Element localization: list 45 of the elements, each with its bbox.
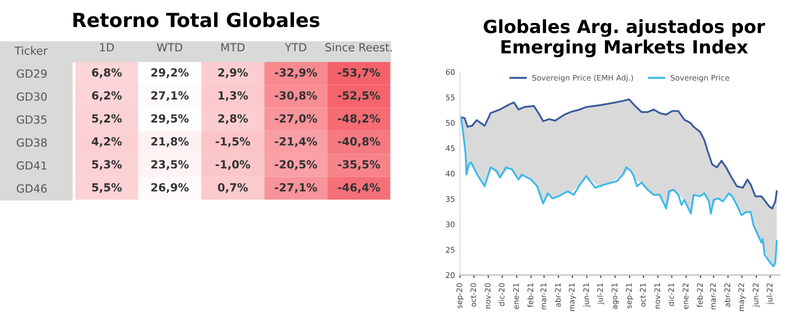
data-label: 2,8% — [218, 114, 248, 124]
data-label: -20,5% — [274, 160, 318, 170]
chart-title: Retorno Total Globales — [73, 12, 320, 28]
data-label: -46,4% — [338, 183, 380, 193]
data-label: 29,2% — [151, 68, 189, 78]
data-label: 6,2% — [92, 91, 122, 102]
data-label: -1,0% — [216, 160, 250, 170]
data-label: -48,2% — [338, 114, 380, 124]
data-label: -40,8% — [338, 137, 380, 147]
x-tick-label: 1D — [100, 43, 114, 52]
data-label: 0,7% — [218, 183, 248, 193]
x-tick-label: YTD — [284, 43, 306, 52]
data-label: -21,4% — [274, 137, 318, 147]
data-label: 5,3% — [92, 160, 122, 170]
line-series — [460, 98, 778, 210]
data-label: 4,2% — [92, 137, 122, 147]
data-label: -35,5% — [338, 160, 380, 170]
x-tick-label: Since Reest. — [326, 42, 392, 52]
data-label: 27,1% — [151, 91, 189, 102]
y-axis-title: Ticker — [14, 46, 48, 55]
data-label: 29,5% — [151, 114, 189, 124]
data-label: 21,8% — [151, 137, 189, 147]
data-label: 23,5% — [151, 160, 189, 170]
y-tick-label: GD35 — [16, 115, 46, 124]
chart-title: Globales Arg. ajustados por Emerging Markets Index — [484, 19, 766, 58]
data-label: -30,8% — [274, 91, 318, 102]
data-label: 5,2% — [92, 114, 122, 124]
data-label: 1,3% — [218, 91, 248, 102]
data-label: -27,0% — [274, 114, 318, 124]
data-label: 6,8% — [92, 68, 122, 78]
y-tick-label: GD38 — [16, 138, 47, 147]
data-label: 26,9% — [151, 183, 189, 193]
data-label: -32,9% — [274, 68, 318, 78]
y-tick-label: GD30 — [16, 92, 47, 101]
x-tick-label: WTD — [156, 43, 182, 52]
data-label: -52,5% — [338, 91, 380, 102]
data-label: -53,7% — [338, 68, 380, 78]
y-tick-label: GD46 — [16, 184, 47, 193]
data-label: -1,5% — [216, 137, 250, 147]
data-label: 5,5% — [92, 183, 122, 193]
x-tick-label: MTD — [221, 43, 245, 52]
y-tick-label: GD41 — [16, 161, 46, 170]
data-label: -27,1% — [274, 183, 318, 193]
y-tick-label: GD29 — [16, 69, 47, 78]
data-label: 2,9% — [218, 68, 248, 78]
